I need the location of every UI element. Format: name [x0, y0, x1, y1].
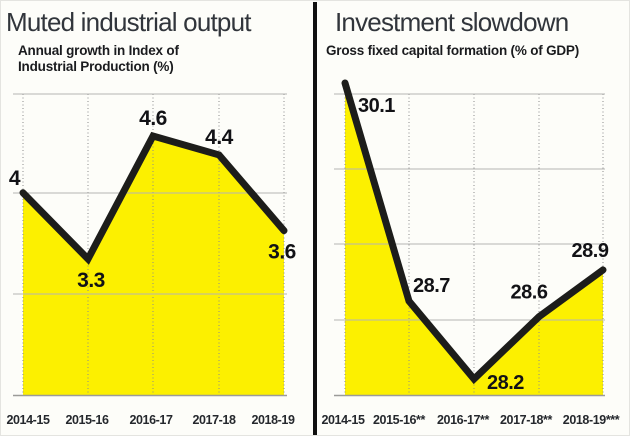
- chart-title-industrial-output: Muted industrial output: [6, 7, 251, 37]
- value-label: 4.6: [139, 107, 167, 130]
- iip-area-chart: 4 3.3 4.6 4.4 3.6 2014-15 2015-16 2016-17 2017-1…: [6, 93, 296, 427]
- chart-subtitle-investment-slowdown: Gross fixed capital formation (% of GDP): [326, 43, 580, 58]
- x-axis-label: 2016-17**: [437, 413, 490, 427]
- x-axis-label: 2017-18**: [500, 413, 553, 427]
- x-axis-label: 2015-16**: [373, 413, 426, 427]
- x-axis-label: 2015-16: [65, 413, 109, 427]
- value-label: 28.6: [511, 282, 548, 304]
- panel-industrial-output: Muted industrial output Annual growth in…: [1, 1, 313, 435]
- value-label: 3.6: [268, 241, 296, 264]
- value-label: 3.3: [77, 269, 105, 292]
- value-label: 4.4: [205, 126, 234, 149]
- x-axis-label: 2018-19***: [563, 413, 620, 427]
- x-axis-label: 2017-18: [192, 413, 236, 427]
- gfcf-area-chart: 30.1 28.7 28.2 28.6 28.9 2014-15 2015-16** 2016…: [321, 79, 620, 427]
- panel-investment-slowdown: Investment slowdown Gross fixed capital …: [317, 1, 629, 435]
- chart-subtitle-industrial-output: Annual growth in Index of Industrial Pro…: [18, 43, 179, 74]
- chart-title-investment-slowdown: Investment slowdown: [335, 7, 569, 37]
- trend-line: [19, 131, 288, 265]
- value-label: 30.1: [358, 95, 395, 117]
- x-axis-label: 2014-15: [6, 413, 50, 427]
- panel-divider: [313, 2, 317, 435]
- trend-line: [341, 79, 607, 385]
- value-label: 28.7: [413, 275, 450, 297]
- x-axis-label: 2018-19: [251, 413, 295, 427]
- x-axis-label: 2014-15: [321, 413, 365, 427]
- x-axis-label: 2016-17: [129, 413, 173, 427]
- value-label: 28.9: [572, 240, 609, 262]
- value-label: 28.2: [487, 372, 524, 394]
- value-label: 4: [9, 167, 21, 190]
